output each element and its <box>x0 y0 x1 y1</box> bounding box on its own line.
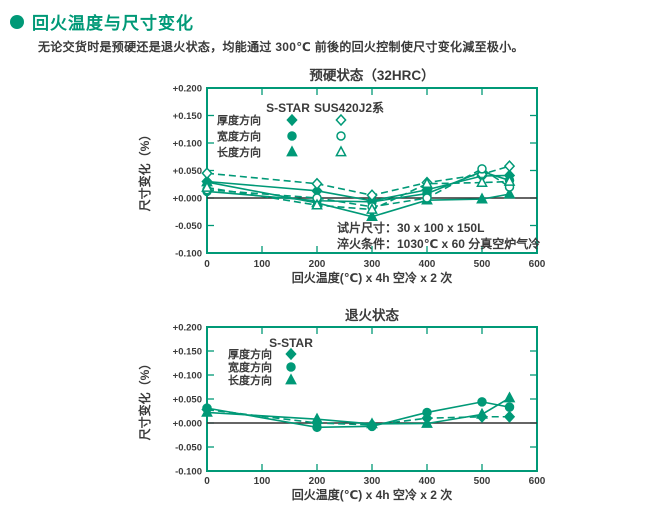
marker-circle <box>422 407 432 418</box>
marker-triangle <box>421 177 433 189</box>
y-tick-label: -0.050 <box>175 221 202 232</box>
marker-diamond <box>503 159 516 173</box>
y-tick-label: -0.100 <box>175 467 202 478</box>
marker-triangle <box>311 412 323 424</box>
x-tick-label: 200 <box>309 259 326 270</box>
marker-triangle <box>476 192 488 204</box>
page-title: 回火温度与尺寸变化 <box>32 14 194 33</box>
y-axis-label: 尺寸变化（%） <box>137 358 152 441</box>
series-line <box>206 180 510 211</box>
legend-row-label: 宽度方向 <box>216 129 261 143</box>
marker-diamond <box>503 410 516 423</box>
legend-column-header: S-STAR <box>266 101 310 115</box>
y-tick-label: +0.000 <box>173 419 202 430</box>
series-line <box>206 181 510 218</box>
marker-triangle <box>286 145 298 157</box>
x-tick-label: 100 <box>254 476 271 487</box>
marker-circle <box>336 131 346 141</box>
x-tick-label: 400 <box>419 259 436 270</box>
x-tick-label: 100 <box>254 259 271 270</box>
legend-column-header: SUS420J2系 <box>314 100 384 115</box>
marker-diamond <box>311 177 323 190</box>
x-tick-label: 200 <box>309 476 326 487</box>
page-subtitle: 无论交货时是预硬还是退火状态，均能通过 300℃ 前後的回火控制使尺寸变化減至极… <box>38 40 524 54</box>
marker-triangle <box>503 174 516 186</box>
chart-1: 预硬状态（32HRC） 0 100 200 300 400 500 600 +0.200 +0.1… <box>137 67 546 285</box>
x-axis-label: 回火温度(℃) x 4h 空冷 x 2 次 <box>292 487 453 502</box>
y-tick-label: +0.100 <box>173 371 202 382</box>
x-tick-label: 400 <box>419 476 436 487</box>
x-tick-label: 300 <box>364 259 381 270</box>
marker-triangle <box>476 176 488 187</box>
legend-row-label: 宽度方向 <box>227 360 272 374</box>
marker-triangle <box>503 187 516 199</box>
chart-title: 退火状态 <box>345 307 399 323</box>
chart-annotation: 试片尺寸：30 x 100 x 150L <box>337 220 484 235</box>
section-header: 回火温度与尺寸变化 <box>10 9 194 34</box>
marker-triangle <box>311 198 323 210</box>
series-line <box>206 397 510 425</box>
y-tick-label: +0.150 <box>173 111 202 122</box>
marker-triangle <box>201 405 213 417</box>
marker-circle <box>422 193 432 203</box>
x-tick-label: 500 <box>474 259 491 270</box>
y-tick-label: +0.050 <box>173 395 202 406</box>
legend-row-label: 长度方向 <box>228 373 272 387</box>
chart-2: 退火状态 0 100 200 300 400 500 600 +0.200 +0.150 +0.10… <box>137 307 546 502</box>
marker-triangle <box>421 416 433 428</box>
marker-triangle <box>285 373 297 385</box>
marker-triangle <box>366 202 378 214</box>
x-tick-label: 300 <box>364 476 381 487</box>
series-line <box>206 167 510 208</box>
marker-circle <box>504 402 515 412</box>
section-bullet-icon <box>10 14 24 29</box>
legend-row-label: 厚度方向 <box>217 113 261 127</box>
marker-triangle <box>503 391 516 403</box>
marker-triangle <box>366 417 378 429</box>
marker-diamond <box>285 347 297 361</box>
y-tick-label: +0.050 <box>173 166 202 177</box>
y-tick-label: +0.150 <box>173 347 202 358</box>
marker-circle <box>287 131 297 141</box>
y-tick-label: +0.100 <box>173 139 202 150</box>
chart-title: 预硬状态（32HRC） <box>309 67 434 83</box>
marker-triangle <box>366 210 378 222</box>
x-tick-label: 500 <box>474 476 491 487</box>
marker-circle <box>477 397 487 407</box>
y-tick-label: +0.200 <box>173 323 202 334</box>
marker-diamond <box>366 189 378 202</box>
marker-circle <box>286 362 296 372</box>
x-tick-label: 0 <box>204 259 210 270</box>
y-tick-label: -0.050 <box>175 443 202 454</box>
marker-triangle <box>201 180 213 192</box>
y-tick-label: -0.100 <box>175 249 202 260</box>
series-line <box>206 165 510 197</box>
marker-circle <box>312 422 322 433</box>
marker-diamond <box>286 113 298 127</box>
marker-diamond <box>201 167 213 180</box>
legend-row-label: 厚度方向 <box>228 347 272 361</box>
x-tick-label: 600 <box>529 259 546 270</box>
legend-row-label: 长度方向 <box>217 145 261 159</box>
y-tick-label: +0.200 <box>173 84 202 95</box>
legend-column-header: S-STAR <box>269 336 313 350</box>
marker-triangle <box>335 145 347 157</box>
x-tick-label: 0 <box>204 476 210 487</box>
marker-triangle <box>476 407 488 419</box>
plot-frame <box>206 326 538 472</box>
marker-diamond <box>335 113 347 127</box>
x-tick-label: 600 <box>529 476 546 487</box>
marker-circle <box>477 164 487 174</box>
x-axis-label: 回火温度(℃) x 4h 空冷 x 2 次 <box>292 270 453 285</box>
y-tick-label: +0.000 <box>173 194 202 205</box>
chart-annotation: 淬火条件：1030℃ x 60 分真空炉气冷 <box>337 236 540 251</box>
y-axis-label: 尺寸变化（%） <box>137 129 152 212</box>
